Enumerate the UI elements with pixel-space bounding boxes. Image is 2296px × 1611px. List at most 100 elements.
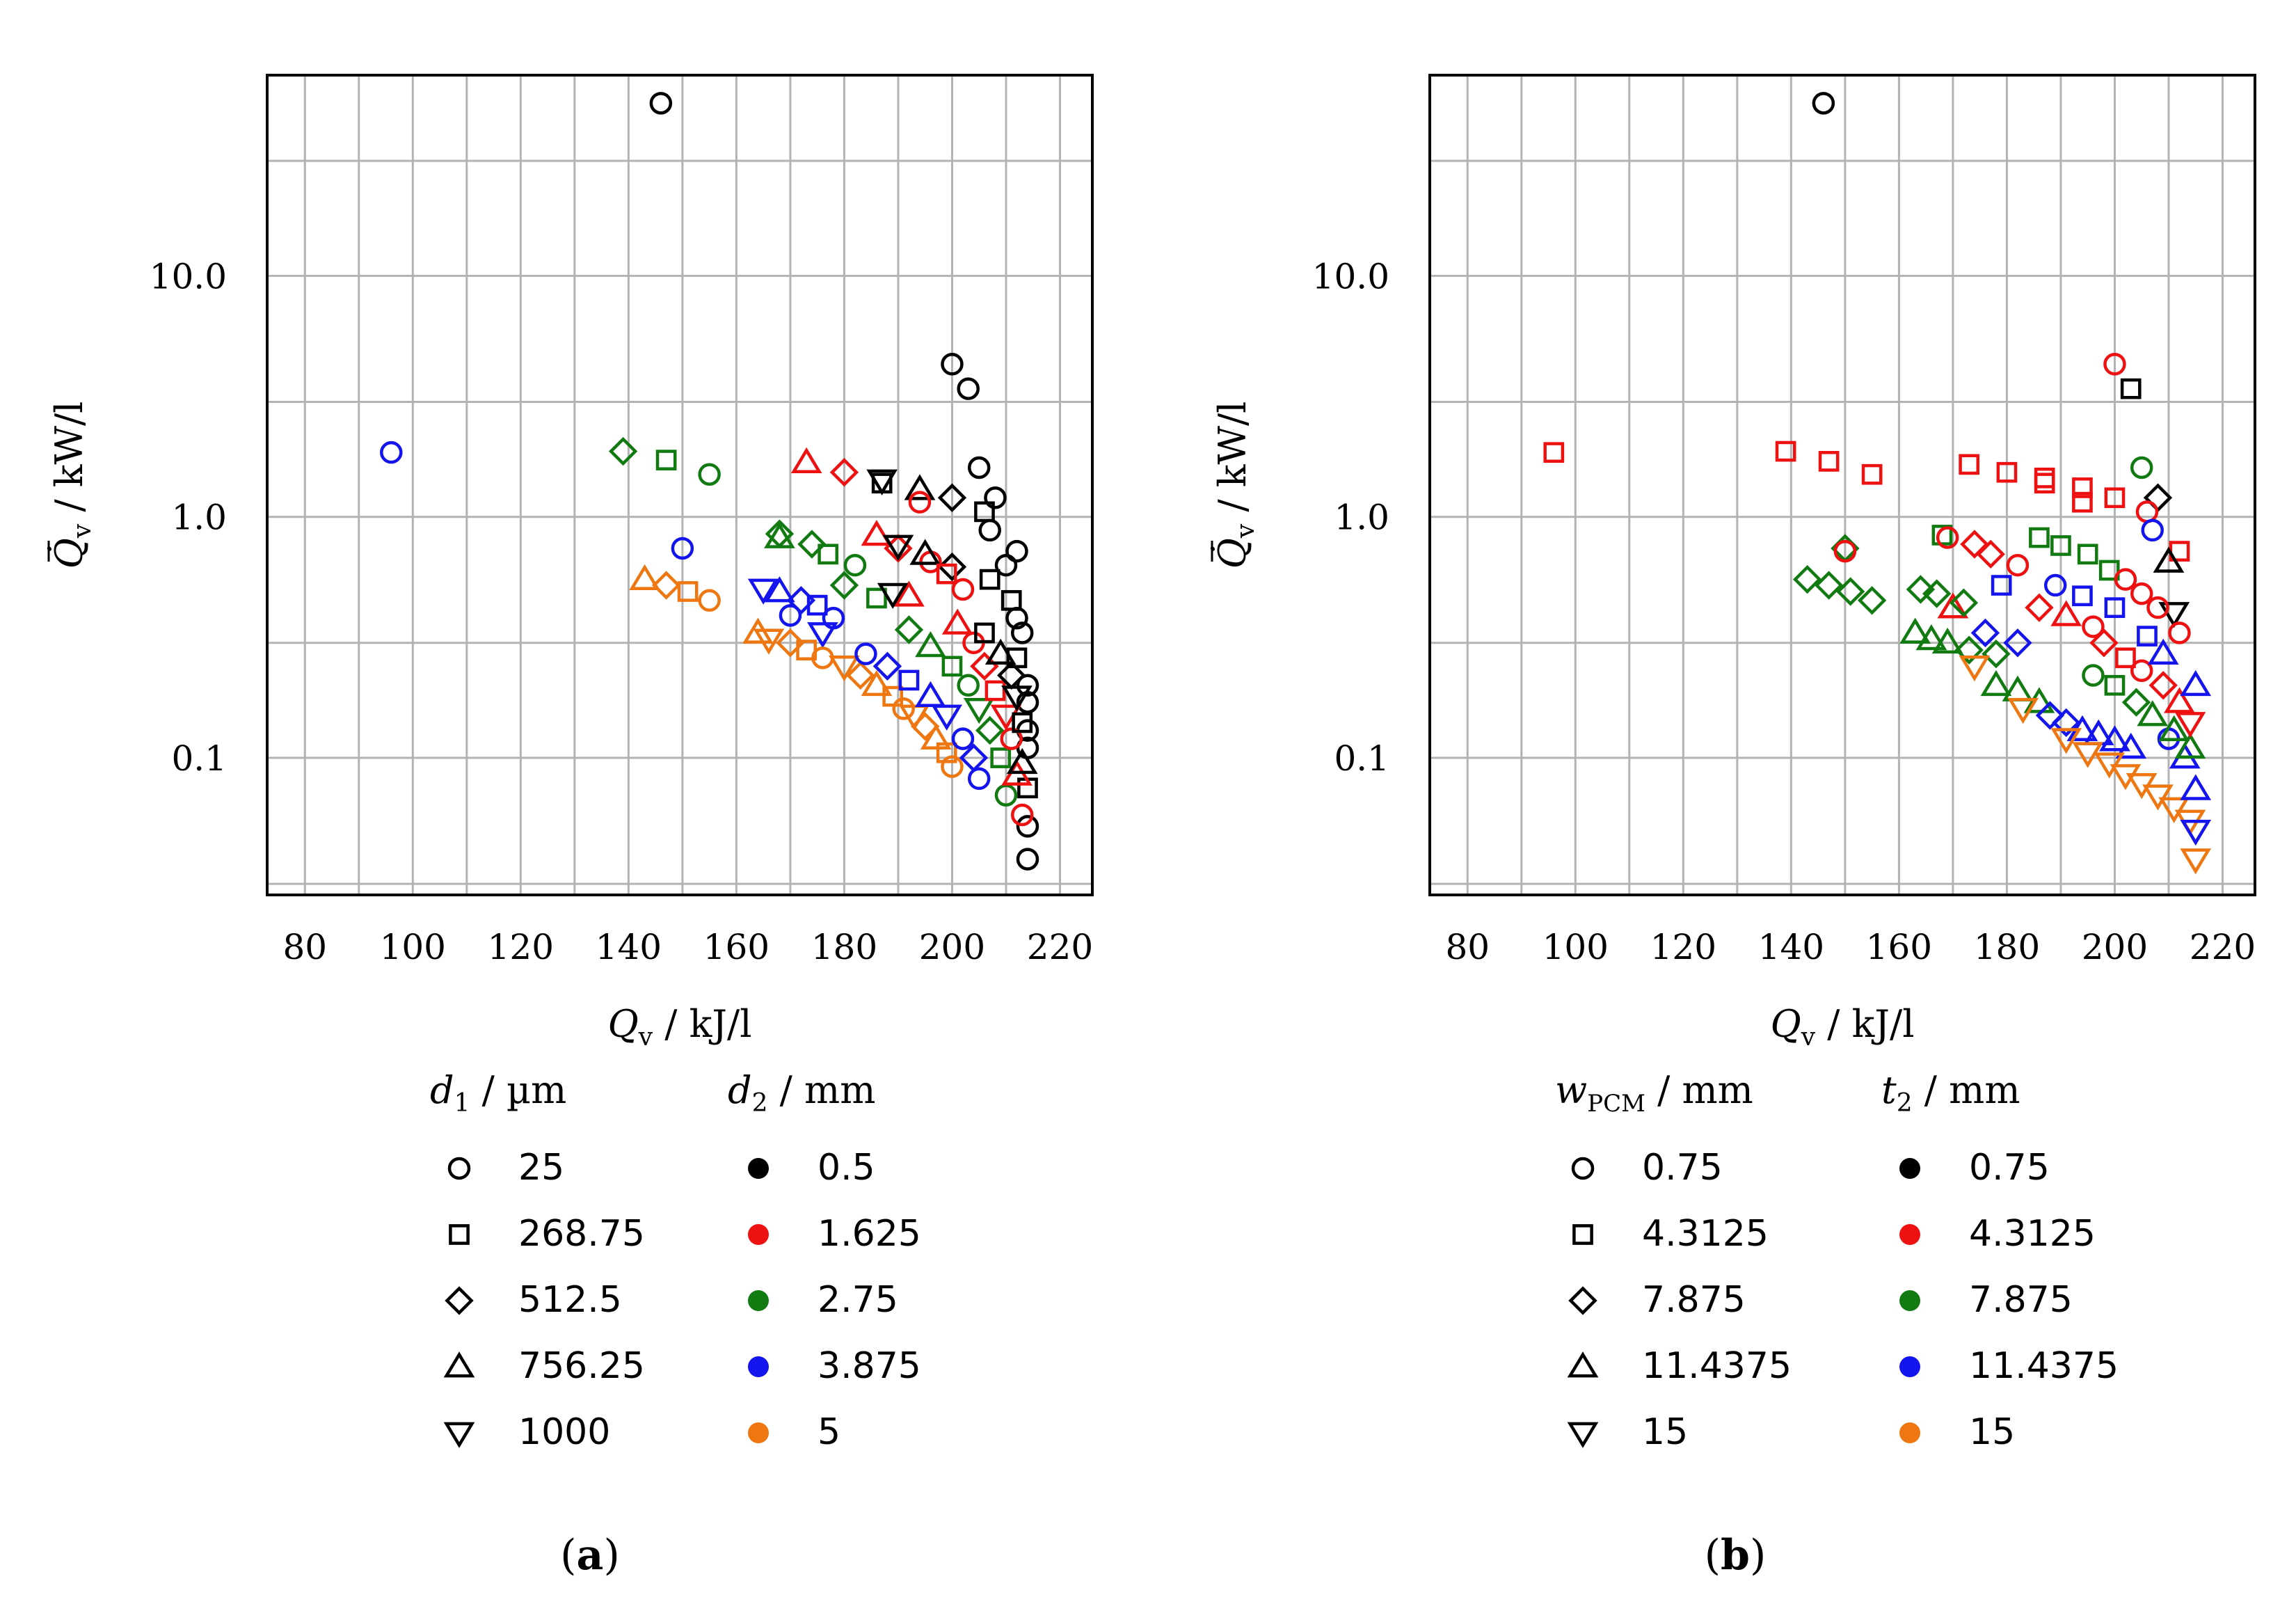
data-point [2077, 543, 2098, 565]
legend-color-label: 0.75 [1969, 1147, 2050, 1189]
data-point [829, 571, 859, 600]
data-point [861, 520, 893, 546]
legend-shape-marker [443, 1351, 475, 1378]
data-point [1899, 617, 1931, 644]
data-point [2006, 553, 2030, 577]
data-point [797, 530, 827, 559]
svg-text:Q̇v / kW/l: Q̇v / kW/l [1210, 402, 1260, 569]
data-point [2043, 573, 2067, 597]
data-point [2029, 527, 2050, 548]
data-point [1016, 674, 1039, 697]
data-point [2142, 784, 2174, 811]
data-point [994, 553, 1018, 577]
data-point [2164, 687, 2195, 713]
data-point [2089, 628, 2119, 658]
data-point [957, 377, 980, 400]
data-point [2148, 671, 2178, 700]
data-point [957, 674, 980, 697]
data-point [829, 655, 860, 682]
legend-color-marker [1899, 1290, 1920, 1311]
data-point [1005, 539, 1028, 563]
legend-shape-marker [445, 1286, 474, 1315]
data-point [951, 578, 975, 601]
data-point [936, 563, 957, 585]
data-point [2130, 659, 2153, 683]
data-point [1970, 618, 2000, 648]
legend-color-label: 11.4375 [1969, 1345, 2119, 1387]
legend-color-label: 2.75 [818, 1279, 898, 1321]
data-point [1980, 669, 2012, 697]
data-point [1016, 848, 1039, 871]
data-point [2115, 732, 2147, 759]
data-point [2025, 593, 2054, 622]
data-point [1931, 627, 1963, 654]
data-point [882, 534, 914, 561]
data-point [2082, 664, 2105, 687]
panel-b-x-axis-label: Qv / kJ/l [1771, 1002, 1915, 1051]
x-tick-label: 120 [488, 927, 554, 967]
data-point [854, 642, 877, 665]
data-point [2052, 708, 2081, 738]
data-point [764, 522, 795, 548]
data-point [941, 656, 963, 677]
legend-color-label: 7.875 [1969, 1279, 2073, 1321]
data-point [1792, 564, 1822, 594]
data-point [2180, 669, 2212, 697]
x-tick-label: 100 [380, 927, 446, 967]
legend-color-marker [748, 1290, 769, 1311]
data-point [936, 742, 957, 763]
legend-shape-label: 1000 [518, 1411, 610, 1453]
data-point [984, 680, 1006, 701]
x-tick-label: 80 [1445, 927, 1490, 967]
legend-shape-marker [449, 1224, 470, 1245]
legend-shape-label: 15 [1642, 1411, 1688, 1453]
data-point [776, 628, 805, 658]
data-point [807, 622, 838, 649]
data-point [1012, 712, 1033, 733]
panel-a-grid [267, 75, 1092, 895]
data-point [1005, 606, 1028, 630]
data-point [1937, 592, 1969, 619]
y-tick-label: 10.0 [150, 256, 227, 296]
data-point [779, 604, 802, 627]
legend-color-marker [1899, 1422, 1920, 1443]
legend-shape-label: 268.75 [518, 1213, 645, 1255]
data-point [2003, 628, 2032, 658]
data-point [990, 747, 1012, 768]
legend-color-marker [748, 1158, 769, 1179]
data-point [974, 622, 995, 644]
y-tick-label: 0.1 [171, 738, 227, 779]
y-tick-label: 0.1 [1334, 738, 1389, 779]
data-point [1936, 526, 1959, 549]
data-point [753, 628, 785, 655]
legend-color-label: 0.5 [818, 1147, 875, 1189]
x-tick-label: 120 [1650, 927, 1716, 967]
data-point [2115, 647, 2136, 669]
panel-a-legend-shape-title: d1 / µm [430, 1068, 566, 1118]
legend-shape-label: 0.75 [1642, 1147, 1723, 1189]
svg-text:Q̇v / kW/l: Q̇v / kW/l [47, 402, 97, 569]
data-point [861, 669, 893, 697]
panel-a-markers [380, 92, 1039, 871]
data-point [677, 581, 699, 602]
data-point [2098, 560, 2120, 581]
data-point [937, 552, 967, 582]
legend-shape-marker [1571, 1157, 1595, 1180]
panel-a: 80 100 120 140 160 180 200 220 0.1 1.0 10.0 Qv / … [47, 74, 1094, 1580]
data-point [806, 594, 828, 616]
data-point [2072, 477, 2093, 498]
panel-b-x-tick-labels: 80 100 120 140 160 180 200 220 [1445, 927, 2256, 967]
legend-shape-label: 512.5 [518, 1279, 622, 1321]
data-point [2103, 353, 2126, 376]
legend-shape-label: 11.4375 [1642, 1345, 1792, 1387]
data-point [2147, 638, 2179, 665]
data-point [911, 712, 940, 741]
data-point [2153, 546, 2185, 573]
data-point [915, 681, 946, 708]
data-point [909, 539, 941, 565]
panel-a-plot-frame [266, 74, 1094, 896]
data-point [2174, 712, 2206, 738]
x-tick-label: 220 [1027, 927, 1093, 967]
x-tick-label: 140 [1758, 927, 1824, 967]
legend-color-label: 1.625 [818, 1213, 921, 1255]
